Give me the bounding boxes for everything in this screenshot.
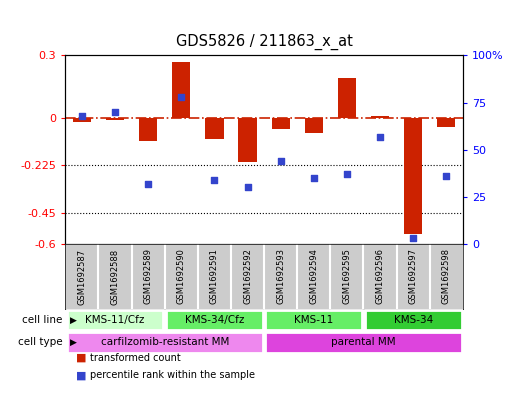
Bar: [172, 62, 190, 118]
Text: GSM1692596: GSM1692596: [376, 248, 384, 305]
Text: KMS-34/Cfz: KMS-34/Cfz: [185, 315, 244, 325]
Bar: [206, 118, 223, 139]
Text: percentile rank within the sample: percentile rank within the sample: [90, 370, 255, 380]
Point: [243, 184, 252, 191]
Text: KMS-34: KMS-34: [393, 315, 433, 325]
Bar: [271, 118, 290, 129]
Point: [177, 94, 186, 100]
Text: parental MM: parental MM: [331, 338, 396, 347]
Text: GSM1692590: GSM1692590: [177, 248, 186, 305]
Text: KMS-11/Cfz: KMS-11/Cfz: [85, 315, 145, 325]
Bar: [365, 310, 461, 330]
Text: cell type: cell type: [18, 338, 63, 347]
Point: [343, 171, 351, 177]
Point: [442, 173, 450, 179]
Bar: [404, 118, 422, 233]
Point: [409, 235, 417, 242]
Point: [376, 133, 384, 140]
Text: GSM1692588: GSM1692588: [110, 248, 120, 305]
Bar: [67, 310, 163, 330]
Text: GSM1692595: GSM1692595: [343, 248, 351, 305]
Text: GSM1692589: GSM1692589: [144, 248, 153, 305]
Text: KMS-11: KMS-11: [294, 315, 334, 325]
Bar: [139, 118, 157, 141]
Bar: [73, 118, 91, 123]
Text: ■: ■: [76, 353, 86, 363]
Bar: [266, 332, 461, 353]
Text: GSM1692597: GSM1692597: [408, 248, 418, 305]
Text: GSM1692598: GSM1692598: [442, 248, 451, 305]
Text: cell line: cell line: [22, 315, 63, 325]
Bar: [305, 118, 323, 133]
Bar: [106, 118, 124, 120]
Bar: [166, 310, 263, 330]
Bar: [371, 116, 389, 118]
Text: GSM1692593: GSM1692593: [276, 248, 285, 305]
Point: [144, 180, 152, 187]
Point: [277, 158, 285, 164]
Bar: [266, 310, 362, 330]
Text: ▶: ▶: [70, 316, 76, 325]
Text: carfilzomib-resistant MM: carfilzomib-resistant MM: [100, 338, 229, 347]
Text: ■: ■: [76, 370, 86, 380]
Text: GSM1692594: GSM1692594: [309, 248, 319, 305]
Text: ▶: ▶: [70, 338, 76, 347]
Bar: [437, 118, 456, 127]
Text: GSM1692592: GSM1692592: [243, 248, 252, 305]
Text: GDS5826 / 211863_x_at: GDS5826 / 211863_x_at: [176, 33, 353, 50]
Text: GSM1692591: GSM1692591: [210, 248, 219, 305]
Point: [210, 177, 219, 183]
Point: [310, 175, 318, 181]
Text: transformed count: transformed count: [90, 353, 181, 363]
Bar: [338, 79, 356, 118]
Point: [78, 113, 86, 119]
Text: GSM1692587: GSM1692587: [77, 248, 86, 305]
Bar: [238, 118, 257, 162]
Bar: [67, 332, 263, 353]
Point: [111, 109, 119, 115]
